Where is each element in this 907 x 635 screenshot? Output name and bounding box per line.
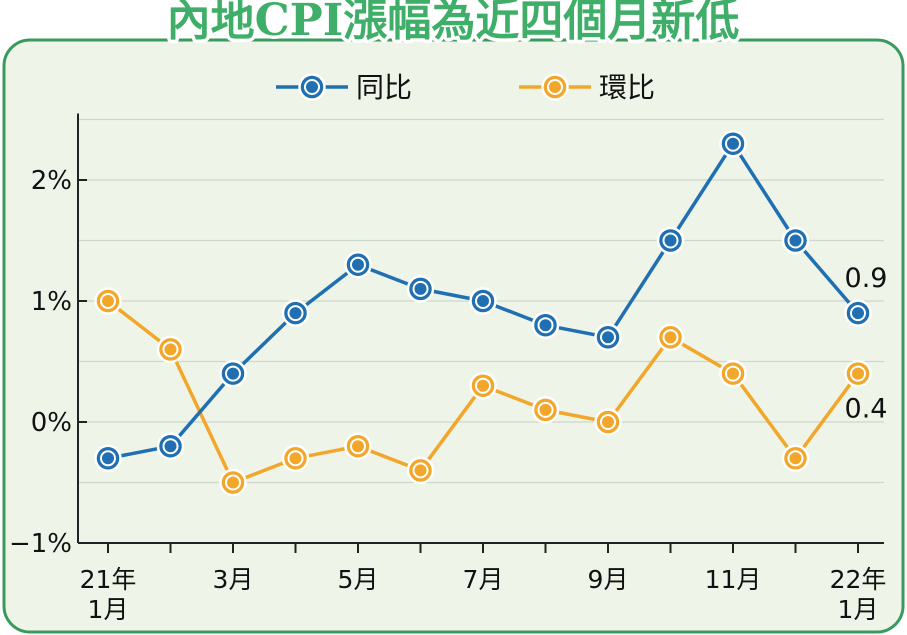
data-point xyxy=(469,287,497,315)
data-point xyxy=(719,359,747,388)
data-point xyxy=(781,444,810,473)
point-marker-inner xyxy=(162,438,179,455)
y-tick-label: 1% xyxy=(31,287,72,317)
point-marker-inner xyxy=(100,450,116,467)
chart-title: 內地CPI漲幅為近四個月新低 xyxy=(167,0,740,46)
point-marker-inner xyxy=(787,450,804,467)
point-marker-inner xyxy=(662,329,679,346)
data-point xyxy=(344,432,372,460)
data-point xyxy=(719,129,747,158)
data-point xyxy=(656,323,685,352)
series-yoy xyxy=(94,129,872,473)
data-point xyxy=(844,299,872,327)
legend-label: 環比 xyxy=(599,71,655,104)
legend-item: 同比 xyxy=(276,71,412,104)
legend-marker-inner xyxy=(304,79,320,95)
x-tick-label: 21年 xyxy=(80,565,137,594)
data-point xyxy=(781,226,810,255)
x-tick-label: 7月 xyxy=(463,565,504,594)
data-point xyxy=(219,359,247,388)
point-marker-inner xyxy=(725,365,741,382)
data-point xyxy=(406,275,435,303)
y-tick-label: −1% xyxy=(9,529,72,559)
data-label: 0.9 xyxy=(845,263,888,294)
x-tick-label: 3月 xyxy=(213,565,254,594)
point-marker-inner xyxy=(100,293,116,309)
series-layer: 0.9 0.4 xyxy=(94,129,888,497)
point-marker-inner xyxy=(850,305,866,322)
point-marker-inner xyxy=(850,365,866,382)
data-point xyxy=(531,311,560,339)
point-marker-inner xyxy=(350,438,366,455)
data-point xyxy=(94,444,122,473)
point-marker-inner xyxy=(287,450,304,467)
x-tick-label: 1月 xyxy=(838,595,879,624)
legend-item: 環比 xyxy=(519,71,655,104)
grid-lines xyxy=(78,118,884,484)
point-marker-inner xyxy=(475,293,491,309)
x-tick-label: 1月 xyxy=(88,595,129,624)
data-point xyxy=(531,396,560,424)
legend: 同比 環比 xyxy=(276,71,655,104)
data-point xyxy=(594,323,622,352)
point-marker-inner xyxy=(475,377,491,394)
data-point xyxy=(469,371,497,400)
point-marker-inner xyxy=(725,135,741,152)
data-point xyxy=(594,408,622,436)
data-point xyxy=(281,444,310,473)
data-label: 0.4 xyxy=(845,394,888,425)
point-marker-inner xyxy=(412,280,429,297)
data-point xyxy=(281,299,310,327)
legend-label: 同比 xyxy=(356,71,412,104)
x-tick-label: 22年 xyxy=(830,565,887,594)
point-marker-inner xyxy=(350,256,366,273)
x-tick-label: 11月 xyxy=(705,565,762,594)
point-marker-inner xyxy=(225,474,241,491)
data-point xyxy=(344,250,372,279)
legend-marker-inner xyxy=(547,79,563,95)
data-point xyxy=(656,226,685,255)
point-marker-inner xyxy=(162,341,179,358)
data-point xyxy=(94,287,122,315)
point-marker-inner xyxy=(787,232,804,249)
data-point xyxy=(219,468,247,497)
data-point xyxy=(156,335,185,364)
y-tick-label: 0% xyxy=(31,408,72,438)
point-marker-inner xyxy=(600,329,616,346)
data-point xyxy=(406,456,435,485)
x-tick-label: 9月 xyxy=(588,565,629,594)
point-marker-inner xyxy=(537,401,554,418)
point-marker-inner xyxy=(225,365,241,382)
x-tick-label: 5月 xyxy=(338,565,379,594)
point-marker-inner xyxy=(600,414,616,430)
data-point xyxy=(844,359,872,388)
point-marker-inner xyxy=(537,317,554,334)
point-marker-inner xyxy=(662,232,679,249)
series-mom xyxy=(94,287,872,497)
point-marker-inner xyxy=(287,305,304,322)
data-point xyxy=(156,432,185,460)
point-marker-inner xyxy=(412,462,429,479)
y-tick-label: 2% xyxy=(31,166,72,196)
